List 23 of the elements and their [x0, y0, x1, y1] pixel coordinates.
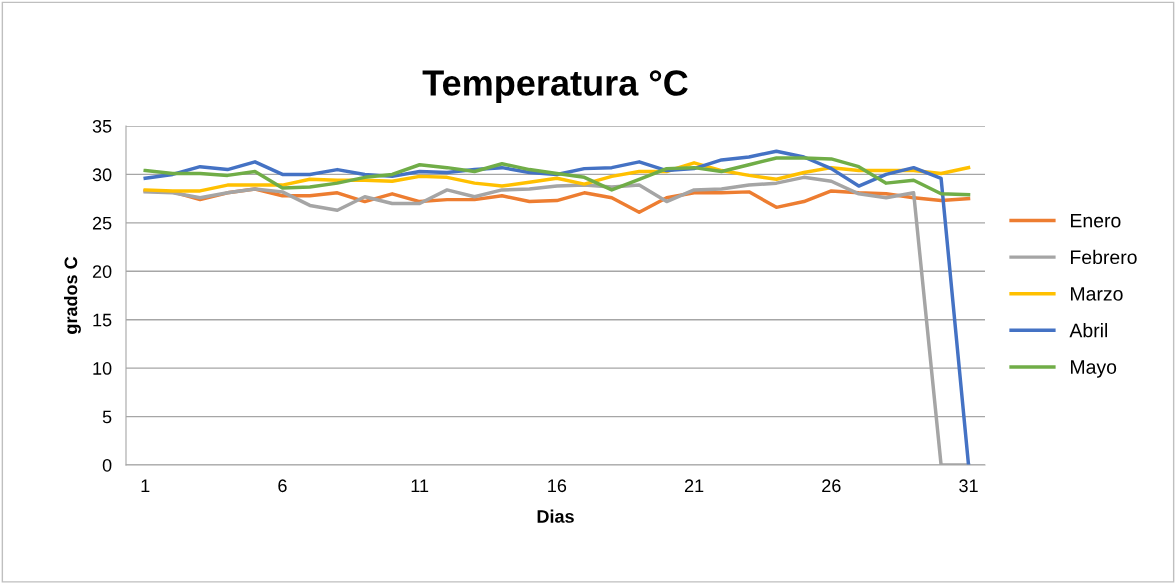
y-tick-label: 30: [92, 168, 112, 182]
chart-title: Temperatura °C: [422, 70, 688, 103]
y-tick-label: 10: [93, 362, 112, 375]
legend-label: Enero: [1071, 213, 1121, 228]
y-tick-label: 20: [92, 265, 112, 279]
y-tick-label: 0: [102, 458, 112, 472]
legend-label: Mayo: [1071, 360, 1117, 378]
legend-label: Marzo: [1071, 287, 1123, 301]
x-tick-label: 16: [548, 479, 567, 493]
y-tick-label: 5: [102, 410, 112, 424]
y-axis-title: grados C: [64, 256, 81, 334]
x-axis-title: Dias: [537, 509, 574, 523]
y-tick-label: 25: [92, 216, 112, 230]
x-tick-label: 31: [959, 479, 978, 493]
y-tick-label: 35: [92, 119, 112, 133]
x-tick-label: 21: [684, 479, 704, 492]
x-tick-label: 1: [141, 479, 150, 492]
x-tick-label: 26: [822, 479, 841, 493]
legend-label: Abril: [1069, 323, 1108, 338]
y-tick-label: 15: [93, 313, 112, 327]
legend-label: Febrero: [1071, 249, 1137, 265]
x-tick-label: 6: [278, 479, 287, 493]
x-tick-label: 11: [411, 479, 429, 492]
